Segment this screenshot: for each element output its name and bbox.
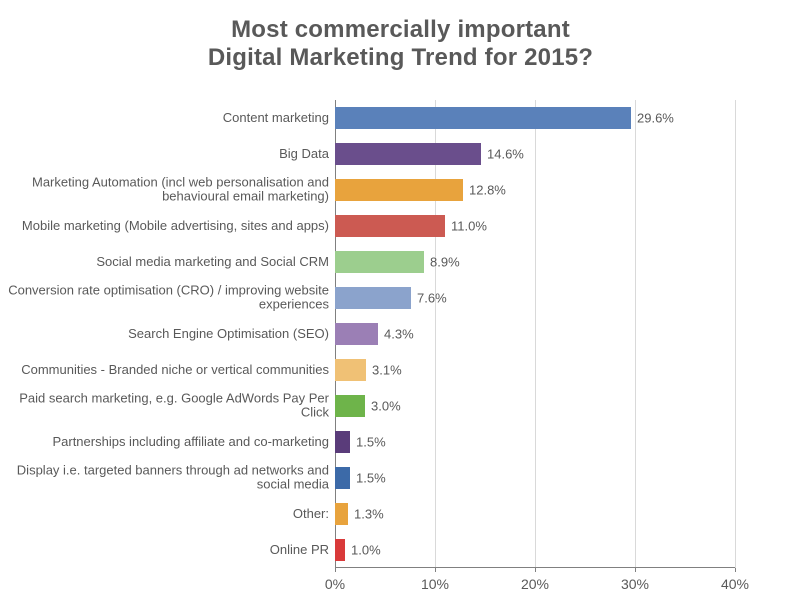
bar-row: 3.0%Paid search marketing, e.g. Google A… xyxy=(335,395,735,417)
bar-row: 8.9%Social media marketing and Social CR… xyxy=(335,251,735,273)
bar xyxy=(335,143,481,165)
gridline xyxy=(735,100,736,568)
bar-row: 11.0%Mobile marketing (Mobile advertisin… xyxy=(335,215,735,237)
category-label: Partnerships including affiliate and co-… xyxy=(4,435,335,449)
bar-row: 7.6%Conversion rate optimisation (CRO) /… xyxy=(335,287,735,309)
bar xyxy=(335,287,411,309)
x-tick-label: 10% xyxy=(421,576,449,592)
bar xyxy=(335,503,348,525)
bar-row: 1.5%Display i.e. targeted banners throug… xyxy=(335,467,735,489)
bar xyxy=(335,251,424,273)
bar xyxy=(335,539,345,561)
category-label: Social media marketing and Social CRM xyxy=(4,255,335,269)
x-tick-mark xyxy=(635,568,636,572)
bar xyxy=(335,467,350,489)
bar xyxy=(335,359,366,381)
value-label: 11.0% xyxy=(445,219,487,234)
value-label: 29.6% xyxy=(631,111,674,126)
value-label: 3.0% xyxy=(365,399,401,414)
x-tick-mark xyxy=(435,568,436,572)
bar-row: 1.0%Online PR xyxy=(335,539,735,561)
category-label: Communities - Branded niche or vertical … xyxy=(4,363,335,377)
x-tick-mark xyxy=(335,568,336,572)
category-label: Search Engine Optimisation (SEO) xyxy=(4,327,335,341)
value-label: 1.3% xyxy=(348,507,384,522)
value-label: 3.1% xyxy=(366,363,402,378)
x-tick-label: 40% xyxy=(721,576,749,592)
value-label: 8.9% xyxy=(424,255,460,270)
value-label: 12.8% xyxy=(463,183,506,198)
category-label: Big Data xyxy=(4,147,335,161)
bar xyxy=(335,107,631,129)
bar xyxy=(335,431,350,453)
category-label: Paid search marketing, e.g. Google AdWor… xyxy=(4,392,335,421)
x-axis-line xyxy=(335,567,735,568)
category-label: Online PR xyxy=(4,543,335,557)
chart-title: Most commercially importantDigital Marke… xyxy=(0,16,801,71)
bar-row: 1.5%Partnerships including affiliate and… xyxy=(335,431,735,453)
bar-row: 4.3%Search Engine Optimisation (SEO) xyxy=(335,323,735,345)
value-label: 14.6% xyxy=(481,147,524,162)
value-label: 7.6% xyxy=(411,291,447,306)
bar-row: 1.3%Other: xyxy=(335,503,735,525)
bar xyxy=(335,323,378,345)
x-tick-label: 30% xyxy=(621,576,649,592)
chart-container: { "chart": { "type": "bar-horizontal", "… xyxy=(0,0,801,611)
title-line: Digital Marketing Trend for 2015? xyxy=(0,44,801,72)
category-label: Mobile marketing (Mobile advertising, si… xyxy=(4,219,335,233)
value-label: 1.5% xyxy=(350,471,386,486)
value-label: 4.3% xyxy=(378,327,414,342)
category-label: Other: xyxy=(4,507,335,521)
x-tick-mark xyxy=(535,568,536,572)
bar xyxy=(335,179,463,201)
value-label: 1.5% xyxy=(350,435,386,450)
category-label: Content marketing xyxy=(4,111,335,125)
title-line: Most commercially important xyxy=(0,16,801,44)
value-label: 1.0% xyxy=(345,543,381,558)
bar-row: 3.1%Communities - Branded niche or verti… xyxy=(335,359,735,381)
bar-row: 29.6%Content marketing xyxy=(335,107,735,129)
bar-row: 14.6%Big Data xyxy=(335,143,735,165)
x-tick-label: 20% xyxy=(521,576,549,592)
category-label: Display i.e. targeted banners through ad… xyxy=(4,464,335,493)
plot-area: 0%10%20%30%40%29.6%Content marketing14.6… xyxy=(335,100,735,568)
category-label: Conversion rate optimisation (CRO) / imp… xyxy=(4,284,335,313)
x-tick-mark xyxy=(735,568,736,572)
bar-row: 12.8%Marketing Automation (incl web pers… xyxy=(335,179,735,201)
x-tick-label: 0% xyxy=(325,576,345,592)
bar xyxy=(335,395,365,417)
bar xyxy=(335,215,445,237)
category-label: Marketing Automation (incl web personali… xyxy=(4,176,335,205)
